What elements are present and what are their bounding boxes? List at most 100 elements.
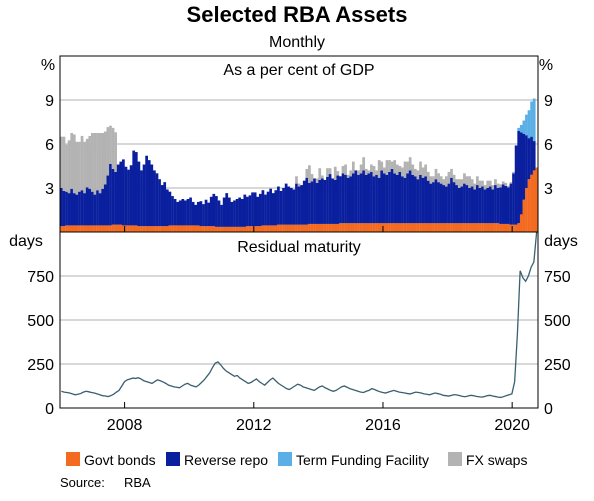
bar-reverse-repo <box>184 200 187 226</box>
bar-govt-bonds <box>212 226 216 232</box>
bottom-y-tick-label-left: 250 <box>27 357 54 374</box>
bar-govt-bonds <box>310 223 314 232</box>
bar-govt-bonds <box>88 225 92 232</box>
bar-reverse-repo <box>426 180 430 224</box>
bar-reverse-repo <box>326 177 329 224</box>
bar-fx-swaps <box>359 164 363 174</box>
bar-reverse-repo <box>62 190 66 227</box>
bar-govt-bonds <box>514 224 518 232</box>
bar-govt-bonds <box>230 226 234 232</box>
bar-govt-bonds <box>101 225 105 232</box>
bar-reverse-repo <box>439 183 443 224</box>
x-tick-label: 2008 <box>107 417 143 434</box>
bar-reverse-repo <box>313 178 316 224</box>
bar-reverse-repo <box>509 183 513 225</box>
bar-fx-swaps <box>447 171 451 184</box>
bar-reverse-repo <box>114 171 117 225</box>
bar-reverse-repo <box>519 132 523 215</box>
bar-reverse-repo <box>137 161 141 227</box>
bar-reverse-repo <box>499 187 502 224</box>
bar-reverse-repo <box>269 188 273 226</box>
x-axis-ticks: 2008 2012 2016 2020 <box>107 226 530 434</box>
bar-reverse-repo <box>475 185 479 224</box>
bar-reverse-repo <box>514 145 518 225</box>
top-y-tick-label-left: 9 <box>45 93 54 110</box>
bottom-panel-title: Residual maturity <box>237 239 361 256</box>
bar-reverse-repo <box>452 182 456 224</box>
bar-govt-bonds <box>305 224 309 232</box>
bar-govt-bonds <box>320 223 324 232</box>
bar-govt-bonds <box>222 226 226 232</box>
bar-govt-bonds <box>519 214 523 232</box>
bar-govt-bonds <box>457 223 461 232</box>
x-tick-label: 2012 <box>236 417 272 434</box>
bar-reverse-repo <box>328 174 332 224</box>
bar-govt-bonds <box>274 225 278 232</box>
bar-reverse-repo <box>204 199 208 227</box>
bar-fx-swaps <box>318 168 322 180</box>
bar-reverse-repo <box>168 191 172 226</box>
bar-fx-swaps <box>297 183 301 187</box>
bar-reverse-repo <box>287 186 291 225</box>
bar-reverse-repo <box>488 186 492 224</box>
bottom-y-tick-label-right: 250 <box>544 357 571 374</box>
bar-fx-swaps <box>463 173 466 184</box>
bar-reverse-repo <box>367 173 371 224</box>
bar-fx-swaps <box>370 164 373 172</box>
bar-fx-swaps <box>408 157 412 171</box>
bar-reverse-repo <box>233 200 236 227</box>
top-panel-bars <box>60 98 539 232</box>
bar-govt-bonds <box>217 226 221 232</box>
bar-govt-bonds <box>372 223 376 232</box>
bar-govt-bonds <box>235 226 239 232</box>
bar-reverse-repo <box>274 190 278 226</box>
bar-fx-swaps <box>377 160 381 178</box>
bar-fx-swaps <box>509 182 513 184</box>
bar-reverse-repo <box>289 188 293 225</box>
bar-govt-bonds <box>331 223 335 232</box>
bar-fx-swaps <box>501 181 505 185</box>
bar-reverse-repo <box>380 170 384 224</box>
bar-reverse-repo <box>429 183 433 224</box>
bar-govt-bonds <box>382 223 386 232</box>
bar-govt-bonds <box>251 226 254 232</box>
bar-govt-bonds <box>496 223 500 232</box>
bar-reverse-repo <box>339 176 342 224</box>
bar-reverse-repo <box>202 204 205 227</box>
legend-swatch-reverse-repo <box>166 452 180 466</box>
bar-govt-bonds <box>367 223 371 232</box>
bar-govt-bonds <box>390 223 394 232</box>
top-y-tick-label-right: 9 <box>544 93 553 110</box>
bar-govt-bonds <box>75 225 79 232</box>
bar-reverse-repo <box>517 130 521 224</box>
bar-reverse-repo <box>302 180 306 225</box>
bar-govt-bonds <box>191 225 195 232</box>
bar-govt-bonds <box>160 226 164 232</box>
bar-reverse-repo <box>246 196 249 227</box>
bar-govt-bonds <box>248 226 252 232</box>
legend-swatch-fx-swaps <box>448 452 462 466</box>
bar-fx-swaps <box>491 185 495 190</box>
bottom-unit-left: days <box>9 233 43 250</box>
bar-reverse-repo <box>220 204 223 227</box>
bar-reverse-repo <box>455 185 459 224</box>
bar-reverse-repo <box>140 170 143 227</box>
bar-fx-swaps <box>504 182 508 186</box>
bar-fx-swaps <box>401 167 404 177</box>
bar-fx-swaps <box>382 167 386 174</box>
bar-reverse-repo <box>222 197 226 227</box>
bottom-y-tick-label-right: 500 <box>544 313 571 330</box>
bar-govt-bonds <box>80 225 84 232</box>
bar-reverse-repo <box>72 193 76 226</box>
bar-reverse-repo <box>155 173 159 227</box>
bar-govt-bonds <box>362 223 366 232</box>
legend-label-fx-swaps: FX swaps <box>466 452 527 468</box>
bar-fx-swaps <box>465 176 469 186</box>
bar-reverse-repo <box>432 182 435 224</box>
bar-govt-bonds <box>406 223 409 232</box>
x-tick-label: 2020 <box>494 417 530 434</box>
bar-govt-bonds <box>532 170 536 232</box>
bar-reverse-repo <box>444 186 448 224</box>
bar-reverse-repo <box>406 173 409 224</box>
